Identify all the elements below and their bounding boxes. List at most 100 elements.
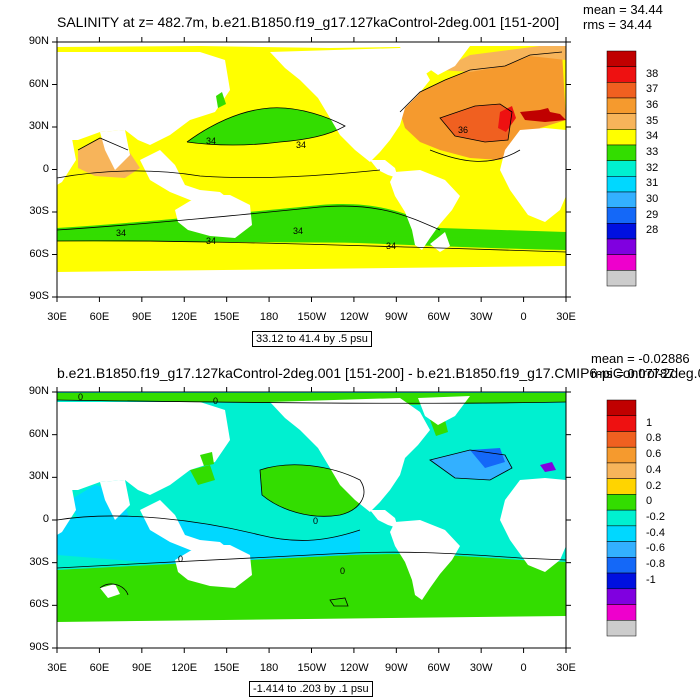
lat-tick-label: 60N [28,427,49,440]
lon-tick-label: 150E [213,311,240,323]
lon-tick-label: 0 [520,662,527,674]
lon-tick-label: 60W [427,311,451,323]
panel2-colorbar [606,399,637,637]
colorbar-swatch [606,50,637,67]
colorbar-label: 0.8 [646,432,662,445]
colorbar-label: 28 [646,224,659,237]
lon-tick-label: 120E [171,662,198,674]
colorbar-label: 0.6 [646,448,662,461]
panel1-colorbar [606,50,637,287]
colorbar-swatch [606,588,637,605]
colorbar-swatch [606,223,637,240]
colorbar-label: -0.8 [646,558,665,571]
lat-tick-label: 90N [28,385,49,397]
lon-tick-label: 120W [339,662,369,674]
colorbar-swatch [606,525,637,542]
lon-tick-label: 60E [89,311,110,323]
colorbar-label: 38 [646,67,659,80]
colorbar-label: 0.4 [646,463,662,476]
lon-tick-label: 0 [520,311,527,323]
colorbar-label: 31 [646,177,659,190]
lon-tick-label: 30E [47,662,67,674]
panel1-rms: rms = 34.44 [583,17,653,32]
panel2-mean: mean = -0.02886 [591,351,690,366]
p2-contour-label: 0 [213,396,218,406]
colorbar-label: 1 [646,416,653,429]
colorbar-swatch [606,129,637,146]
lon-tick-label: 30E [556,311,576,323]
lat-tick-label: 30S [29,205,49,217]
panel1-title: SALINITY at z= 482.7m, b.e21.B1850.f19_g… [57,14,560,30]
lat-tick-label: 90N [28,35,49,47]
lat-tick-label: 60S [29,598,49,611]
colorbar-swatch [606,604,637,621]
colorbar-swatch [606,478,637,495]
colorbar-swatch [606,620,637,637]
colorbar-swatch [606,557,637,574]
colorbar-swatch [606,254,637,271]
colorbar-label: -1 [646,573,656,586]
colorbar-swatch [606,462,637,479]
colorbar-label: -0.4 [646,526,665,539]
colorbar-swatch [606,541,637,558]
lat-tick-label: 30N [28,470,49,483]
lon-tick-label: 90W [385,311,408,323]
p1-contour-label: 34 [293,226,303,236]
panel2-rms: rms = 0.07787 [591,366,675,381]
colorbar-label: -0.2 [646,511,665,523]
colorbar-label: 37 [646,83,659,96]
lon-tick-label: 30E [556,662,576,674]
colorbar-swatch [606,113,637,130]
colorbar-label: 33 [646,145,659,158]
colorbar-swatch [606,415,637,432]
lat-tick-label: 90S [29,290,49,302]
lat-tick-label: 60N [28,77,49,90]
p1-contour-label: 34 [206,136,216,146]
colorbar-swatch [606,494,637,511]
colorbar-swatch [606,144,637,161]
colorbar-swatch [606,176,637,193]
colorbar-swatch [606,431,637,448]
lat-tick-label: 0 [42,162,49,175]
colorbar-label: 35 [646,114,659,127]
p1-contour-label: 34 [296,140,306,150]
colorbar-label: 29 [646,208,659,221]
colorbar-swatch [606,572,637,590]
lat-tick-label: 60S [29,247,49,260]
panel2-subtitle: -1.414 to .203 by .1 psu [249,681,373,697]
lon-tick-label: 180 [259,662,279,674]
colorbar-label: 0 [646,495,653,508]
p2-contour-label: 0 [340,566,345,576]
colorbar-label: 30 [646,192,659,205]
lon-tick-label: 90E [132,662,152,674]
lat-tick-label: 30S [29,555,49,568]
colorbar-label: 32 [646,161,659,174]
colorbar-swatch [606,509,637,527]
lon-tick-label: 30W [469,311,493,323]
lon-tick-label: 30E [47,311,67,323]
lon-tick-label: 150W [297,311,327,323]
lon-tick-label: 90E [132,311,152,323]
panel2-map [57,392,566,648]
colorbar-swatch [606,160,637,177]
lon-tick-label: 120W [339,311,369,323]
panel1-subtitle: 33.12 to 41.4 by .5 psu [252,331,372,347]
colorbar-swatch [606,66,637,83]
lon-tick-label: 180 [259,311,279,323]
lat-tick-label: 0 [42,513,49,525]
colorbar-swatch [606,399,637,416]
colorbar-swatch [606,97,637,114]
colorbar-swatch [606,446,637,464]
lat-tick-label: 30N [28,120,49,132]
colorbar-swatch [606,238,637,255]
lat-tick-label: 90S [29,641,49,653]
colorbar-label: 34 [646,130,659,143]
panel1-map [57,42,566,297]
colorbar-swatch [606,191,637,208]
colorbar-label: -0.6 [646,542,665,555]
p2-contour-label: 0 [178,554,183,564]
lon-tick-label: 30W [469,662,493,674]
p1-contour-label: 36 [458,125,468,135]
colorbar-swatch [606,270,637,287]
lon-tick-label: 60W [427,662,451,674]
